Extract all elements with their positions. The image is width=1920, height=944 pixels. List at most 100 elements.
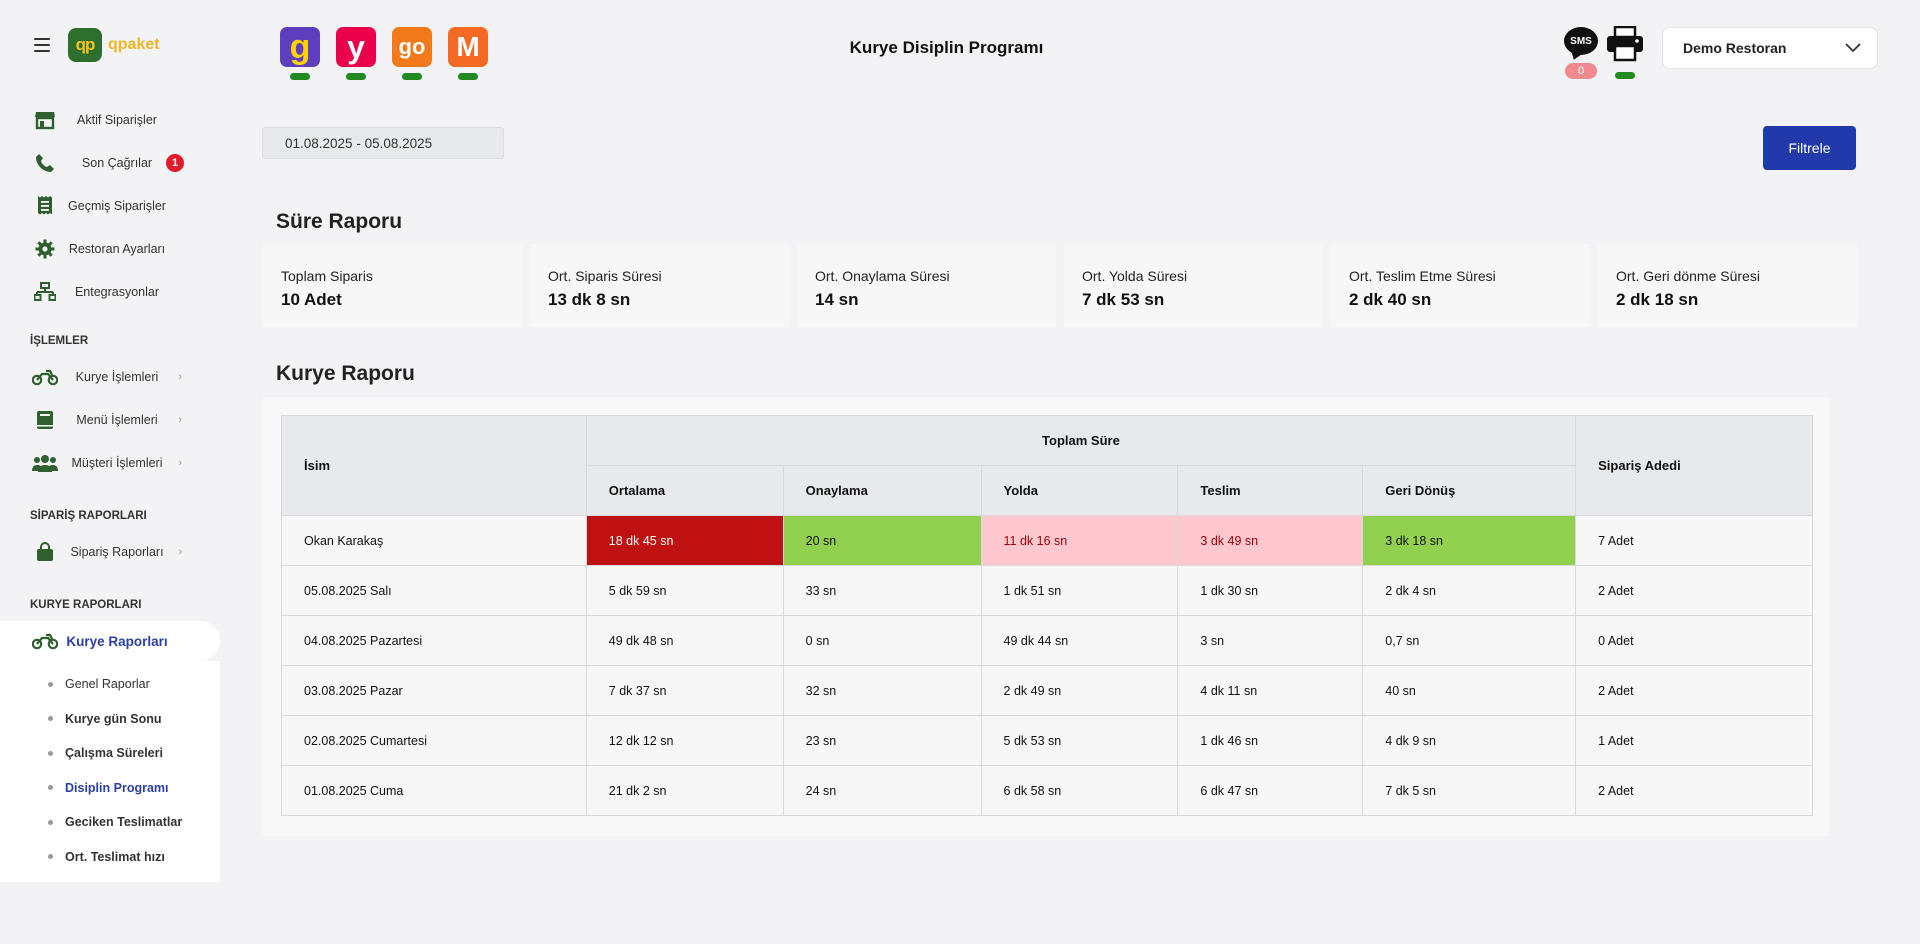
brand-name[interactable]: qpaket [108,36,160,53]
cell-onaylama: 23 sn [782,715,982,766]
cell-geri-donus: 0,7 sn [1362,615,1577,666]
cell-teslim: 6 dk 47 sn [1177,765,1364,816]
stat-label: Ort. Geri dönme Süresi [1616,268,1760,284]
cell-geri-donus: 4 dk 9 sn [1362,715,1577,766]
subnav-calisma-sureleri[interactable]: Çalışma Süreleri [0,736,220,771]
subnav-label: Kurye gün Sonu [65,711,162,726]
filter-button[interactable]: Filtrele [1763,126,1856,170]
column-header-siparis-adedi: Sipariş Adedi [1575,415,1813,516]
cell-teslim: 4 dk 11 sn [1177,665,1364,716]
cell-ortalama: 49 dk 48 sn [585,615,784,666]
table-row: 04.08.2025 Pazartesi 49 dk 48 sn 0 sn 49… [281,615,1813,666]
kurye-raporu-title: Kurye Raporu [276,362,415,385]
restaurant-select[interactable]: Demo Restoran [1662,27,1878,69]
brand-logo[interactable]: qp [68,28,102,62]
motorcycle-icon [32,365,58,389]
stat-label: Ort. Yolda Süresi [1082,268,1188,284]
stat-label: Toplam Siparis [281,268,373,284]
sidebar-item-musteri-islemleri[interactable]: Müşteri İşlemleri › [0,441,220,484]
date-range-input[interactable]: 01.08.2025 - 05.08.2025 [262,127,504,159]
sidebar-item-siparis-raporlari[interactable]: Sipariş Raporları › [0,530,220,573]
cell-teslim: 1 dk 46 sn [1177,715,1364,766]
stat-label: Ort. Onaylama Süresi [815,268,950,284]
users-icon [32,451,58,475]
cell-ortalama: 18 dk 45 sn [585,515,784,566]
cell-teslim: 3 dk 49 sn [1177,515,1364,566]
hamburger-menu-icon[interactable] [34,38,50,52]
cell-yolda: 6 dk 58 sn [980,765,1179,816]
subnav-geciken-teslimatlar[interactable]: Geciken Teslimatlar [0,805,220,840]
sidebar-item-restoran-ayarlari[interactable]: Restoran Ayarları [0,227,220,270]
sms-label: SMS [1570,35,1592,47]
stat-value: 13 dk 8 sn [548,290,631,309]
app-getir[interactable]: g [279,27,321,80]
printer-icon [1606,25,1644,67]
brand: qp qpaket [34,28,160,62]
cell-onaylama: 32 sn [782,665,982,716]
stat-card-ort-onaylama-suresi: Ort. Onaylama Süresi 14 sn [797,244,1056,327]
subnav-disiplin-programi[interactable]: Disiplin Programı [0,771,220,806]
sidebar-item-label: Entegrasyonlar [74,284,160,299]
stat-value: 7 dk 53 sn [1082,290,1165,309]
sms-button[interactable]: SMS 0 [1563,27,1599,79]
cell-onaylama: 24 sn [782,765,982,816]
app-trendyol-go[interactable]: go [391,27,433,80]
cell-adet: 2 Adet [1575,665,1813,716]
app-yemeksepeti[interactable]: y [335,27,377,80]
sms-icon: SMS [1564,27,1598,55]
bullet-icon [48,750,53,756]
column-header-toplam-sure: Toplam Süre [585,415,1577,466]
column-header-isim: İsim [281,415,587,516]
cell-onaylama: 33 sn [782,565,982,616]
kurye-raporlari-submenu: Genel Raporlar Kurye gün Sonu Çalışma Sü… [0,661,220,882]
cell-name: 04.08.2025 Pazartesi [281,615,587,666]
gear-icon [32,237,58,261]
cell-teslim: 1 dk 30 sn [1177,565,1364,616]
bullet-icon [48,854,53,860]
subnav-kurye-gun-sonu[interactable]: Kurye gün Sonu [0,702,220,737]
sms-count-badge: 0 [1565,63,1597,79]
delivery-apps: g y go M [279,27,503,80]
sidebar-item-label: Sipariş Raporları [70,544,164,559]
sidebar-item-son-cagrilar[interactable]: Son Çağrılar 1 [0,141,220,184]
printer-button[interactable] [1605,25,1645,79]
sidebar-item-gecmis-siparisler[interactable]: Geçmiş Siparişler [0,184,220,227]
chevron-right-icon: › [178,456,182,469]
section-title-islemler: İŞLEMLER [30,335,89,347]
status-indicator [290,73,310,80]
column-header-ortalama: Ortalama [585,465,784,516]
sidebar-item-entegrasyonlar[interactable]: Entegrasyonlar [0,270,220,313]
sidebar-item-label: Son Çağrılar [81,155,153,170]
subnav-ort-teslimat-hizi[interactable]: Ort. Teslimat hızı [0,840,220,875]
sidebar-item-aktif-siparisler[interactable]: Aktif Siparişler [0,98,220,141]
phone-icon [32,151,58,175]
subnav-genel-raporlar[interactable]: Genel Raporlar [0,667,220,702]
subnav-label: Geciken Teslimatlar [65,815,183,830]
sidebar-item-menu-islemleri[interactable]: Menü İşlemleri › [0,398,220,441]
section-title-kurye-raporlari: KURYE RAPORLARI [30,599,142,611]
stat-label: Ort. Teslim Etme Süresi [1349,268,1496,284]
cell-adet: 2 Adet [1575,565,1813,616]
sidebar-item-label: Müşteri İşlemleri [71,455,163,470]
sidebar-item-label: Geçmiş Siparişler [68,198,166,213]
cell-onaylama: 20 sn [782,515,982,566]
sidebar-item-label: Restoran Ayarları [68,241,166,256]
subnav-label: Ort. Teslimat hızı [65,849,165,864]
sidebar-item-label: Aktif Siparişler [77,112,157,127]
column-header-teslim: Teslim [1177,465,1364,516]
column-header-geri-donus: Geri Dönüş [1362,465,1577,516]
app-migros[interactable]: M [447,27,489,80]
status-indicator [346,73,366,80]
cell-yolda: 5 dk 53 sn [980,715,1179,766]
table-header-row: İsim Toplam Süre Sipariş Adedi [281,415,1813,516]
summary-cards: Toplam Siparis 10 Adet Ort. Siparis Süre… [263,244,1857,327]
cell-yolda: 11 dk 16 sn [980,515,1179,566]
subnav-label: Disiplin Programı [65,780,169,795]
cell-adet: 1 Adet [1575,715,1813,766]
sidebar-item-kurye-islemleri[interactable]: Kurye İşlemleri › [0,355,220,398]
table-row: 01.08.2025 Cuma 21 dk 2 sn 24 sn 6 dk 58… [281,765,1813,816]
stat-value: 10 Adet [281,290,342,309]
stat-card-ort-geri-donme-suresi: Ort. Geri dönme Süresi 2 dk 18 sn [1598,244,1857,327]
book-icon [32,408,58,432]
sidebar-item-kurye-raporlari[interactable]: Kurye Raporları [0,621,220,661]
